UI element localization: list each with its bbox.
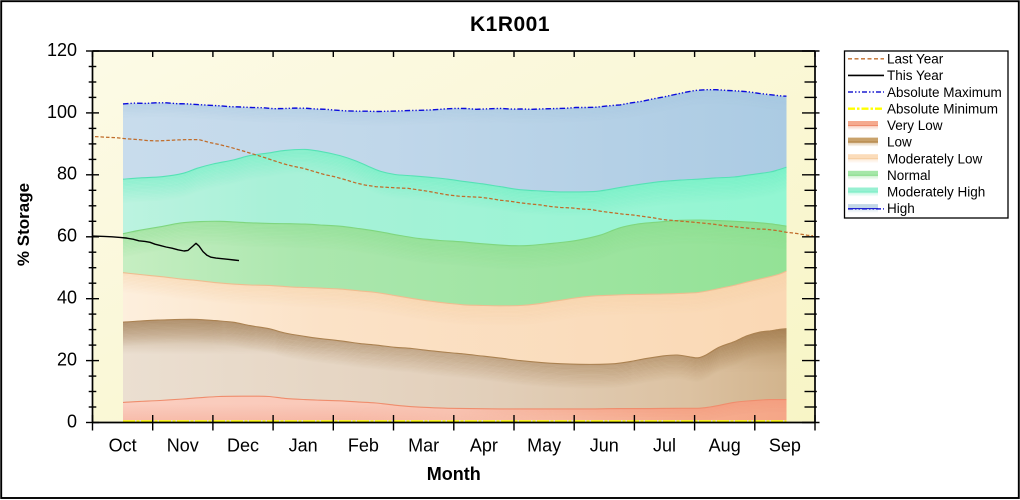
svg-text:Nov: Nov [167,436,199,456]
svg-text:K1R001: K1R001 [470,13,550,36]
svg-text:40: 40 [57,288,77,308]
svg-text:Jan: Jan [289,436,318,456]
svg-text:Oct: Oct [109,436,137,456]
svg-text:Low: Low [887,135,912,150]
svg-text:Last Year: Last Year [887,52,944,67]
svg-text:This Year: This Year [887,68,944,83]
svg-text:Month: Month [427,464,481,484]
svg-text:% Storage: % Storage [14,183,33,266]
svg-text:Dec: Dec [227,436,259,456]
svg-text:Sep: Sep [769,436,801,456]
svg-text:0: 0 [67,411,77,431]
svg-text:Absolute Minimum: Absolute Minimum [887,102,998,117]
svg-text:60: 60 [57,226,77,246]
svg-text:Very Low: Very Low [887,118,943,133]
svg-text:Feb: Feb [348,436,379,456]
svg-text:High: High [887,201,915,216]
svg-text:100: 100 [47,102,77,122]
svg-text:Normal: Normal [887,168,931,183]
svg-text:120: 120 [47,40,77,60]
svg-text:80: 80 [57,164,77,184]
svg-text:May: May [527,436,561,456]
svg-text:Apr: Apr [470,436,498,456]
svg-text:Absolute Maximum: Absolute Maximum [887,85,1002,100]
svg-text:Moderately Low: Moderately Low [887,151,983,166]
svg-text:20: 20 [57,350,77,370]
svg-text:Jul: Jul [653,436,676,456]
svg-text:Aug: Aug [709,436,741,456]
svg-text:Moderately High: Moderately High [887,185,985,200]
svg-text:Mar: Mar [408,436,439,456]
svg-text:Jun: Jun [590,436,619,456]
